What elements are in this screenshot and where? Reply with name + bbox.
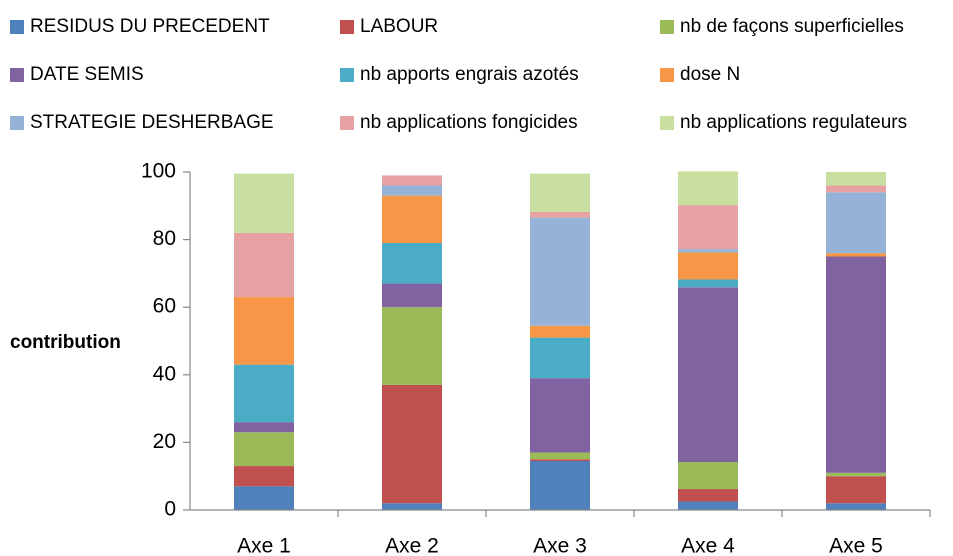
x-tick-label: Axe 2 <box>385 535 439 556</box>
legend-swatch <box>660 20 674 34</box>
legend-label: LABOUR <box>360 16 438 37</box>
bar-segment <box>382 175 442 186</box>
bar-segment <box>826 476 886 504</box>
bar-segment <box>678 252 738 280</box>
legend-swatch <box>10 68 24 82</box>
bar-segment <box>530 211 590 218</box>
bar-segment <box>826 253 886 257</box>
bar-segment <box>678 489 738 502</box>
bar-segment <box>678 171 738 206</box>
bar-segment <box>234 432 294 467</box>
legend-swatch <box>340 116 354 130</box>
legend-label: nb apports engrais azotés <box>360 64 579 85</box>
bar-segment <box>382 503 442 510</box>
bar-segment <box>234 364 294 423</box>
legend-swatch <box>340 68 354 82</box>
bar-segment <box>530 337 590 379</box>
bar-segment <box>234 297 294 365</box>
bar-segment <box>382 384 442 504</box>
bar-segment <box>382 307 442 385</box>
bar-segment <box>678 287 738 463</box>
legend-label: DATE SEMIS <box>30 64 144 85</box>
bar-segment <box>382 185 442 196</box>
y-tick-label: 80 <box>153 227 176 250</box>
bar-segment <box>530 378 590 453</box>
legend-swatch <box>10 20 24 34</box>
legend-swatch <box>340 20 354 34</box>
bar-segment <box>530 173 590 212</box>
legend-swatch <box>10 116 24 130</box>
x-tick-label: Axe 3 <box>533 535 587 556</box>
legend-label: nb de façons superficielles <box>680 16 904 37</box>
bar-segment <box>826 172 886 186</box>
bar-segment <box>826 185 886 193</box>
bar-segment <box>678 205 738 250</box>
x-tick-label: Axe 4 <box>681 535 735 556</box>
y-tick-label: 60 <box>153 295 176 318</box>
x-tick-label: Axe 1 <box>237 535 291 556</box>
bar-segment <box>382 195 442 243</box>
bar-segment <box>234 422 294 433</box>
bar-segment <box>826 256 886 473</box>
y-axis-label: contribution <box>10 332 121 353</box>
y-tick-label: 40 <box>153 362 176 385</box>
bar-segment <box>826 192 886 254</box>
bar-segment <box>678 462 738 490</box>
bar-segment <box>234 486 294 510</box>
bar-segment <box>530 460 590 510</box>
bar-segment <box>382 283 442 308</box>
legend-swatch <box>660 68 674 82</box>
bar-segment <box>530 459 590 461</box>
bar-segment <box>678 501 738 510</box>
x-tick-label: Axe 5 <box>829 535 883 556</box>
y-tick-label: 100 <box>141 160 176 183</box>
bar-segment <box>382 242 442 284</box>
bar-segment <box>234 466 294 487</box>
bar-segment <box>234 173 294 233</box>
y-tick-label: 0 <box>164 498 176 521</box>
bar-segment <box>678 249 738 253</box>
y-tick-label: 20 <box>153 430 176 453</box>
legend-label: dose N <box>680 64 740 85</box>
bar-segment <box>826 503 886 510</box>
bar-segment <box>530 325 590 338</box>
legend-label: nb applications regulateurs <box>680 112 907 133</box>
legend-label: nb applications fongicides <box>360 112 578 133</box>
bar-segment <box>530 217 590 326</box>
bar-segment <box>530 452 590 460</box>
bar-segment <box>826 472 886 477</box>
legend-label: STRATEGIE DESHERBAGE <box>30 112 274 133</box>
legend-swatch <box>660 116 674 130</box>
bar-segment <box>234 232 294 298</box>
legend-label: RESIDUS DU PRECEDENT <box>30 16 270 37</box>
bar-segment <box>678 279 738 288</box>
